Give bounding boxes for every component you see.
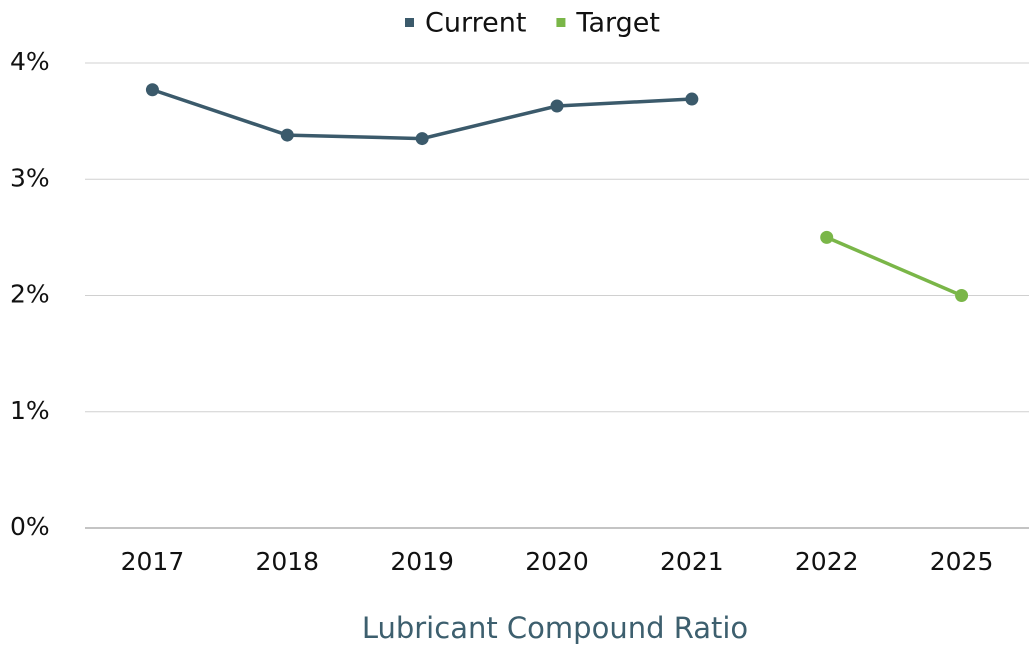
data-point [685,92,699,106]
y-tick-label: 3% [10,163,50,192]
x-tick-label: 2021 [660,547,724,576]
data-point [955,289,969,302]
data-point [280,128,294,142]
x-axis-title: Lubricant Compound Ratio [362,611,748,645]
y-tick-label: 0% [10,512,50,541]
legend-label: Current [425,8,526,39]
x-tick-label: 2019 [390,547,454,576]
y-tick-label: 1% [10,396,50,425]
legend-swatch [405,18,414,27]
series-line [151,88,692,141]
legend-label: Target [575,8,660,39]
y-tick-label: 4% [10,47,50,76]
x-tick-label: 2018 [255,547,319,576]
data-point [820,230,834,244]
legend-swatch [556,18,566,27]
x-tick-label: 2017 [121,547,185,576]
data-point [550,99,564,113]
y-tick-label: 2% [10,280,50,309]
data-point [145,83,159,97]
series-line [826,235,963,298]
data-point [415,132,429,146]
x-tick-label: 2025 [930,547,994,576]
x-tick-label: 2022 [795,547,859,576]
x-tick-label: 2020 [525,547,589,576]
